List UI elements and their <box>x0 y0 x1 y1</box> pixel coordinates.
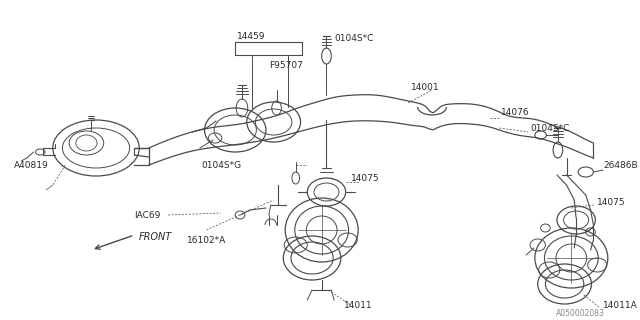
Text: 14076: 14076 <box>501 108 530 116</box>
Text: 14075: 14075 <box>351 173 379 182</box>
Text: 26486B: 26486B <box>603 161 637 170</box>
Text: 14001: 14001 <box>411 83 440 92</box>
Text: A050002083: A050002083 <box>556 309 605 318</box>
Text: FRONT: FRONT <box>140 232 173 242</box>
Text: A40819: A40819 <box>15 161 49 170</box>
Text: 14011A: 14011A <box>603 300 638 309</box>
Text: 14011: 14011 <box>344 300 372 309</box>
Text: 14075: 14075 <box>597 197 626 206</box>
Text: 0104S*C: 0104S*C <box>334 34 374 43</box>
Text: 14459: 14459 <box>237 31 266 41</box>
Text: 0104S*C: 0104S*C <box>530 124 570 132</box>
Text: 0104S*G: 0104S*G <box>202 161 242 170</box>
Text: F95707: F95707 <box>269 60 303 69</box>
Text: IAC69: IAC69 <box>134 211 161 220</box>
Text: 16102*A: 16102*A <box>188 236 227 244</box>
